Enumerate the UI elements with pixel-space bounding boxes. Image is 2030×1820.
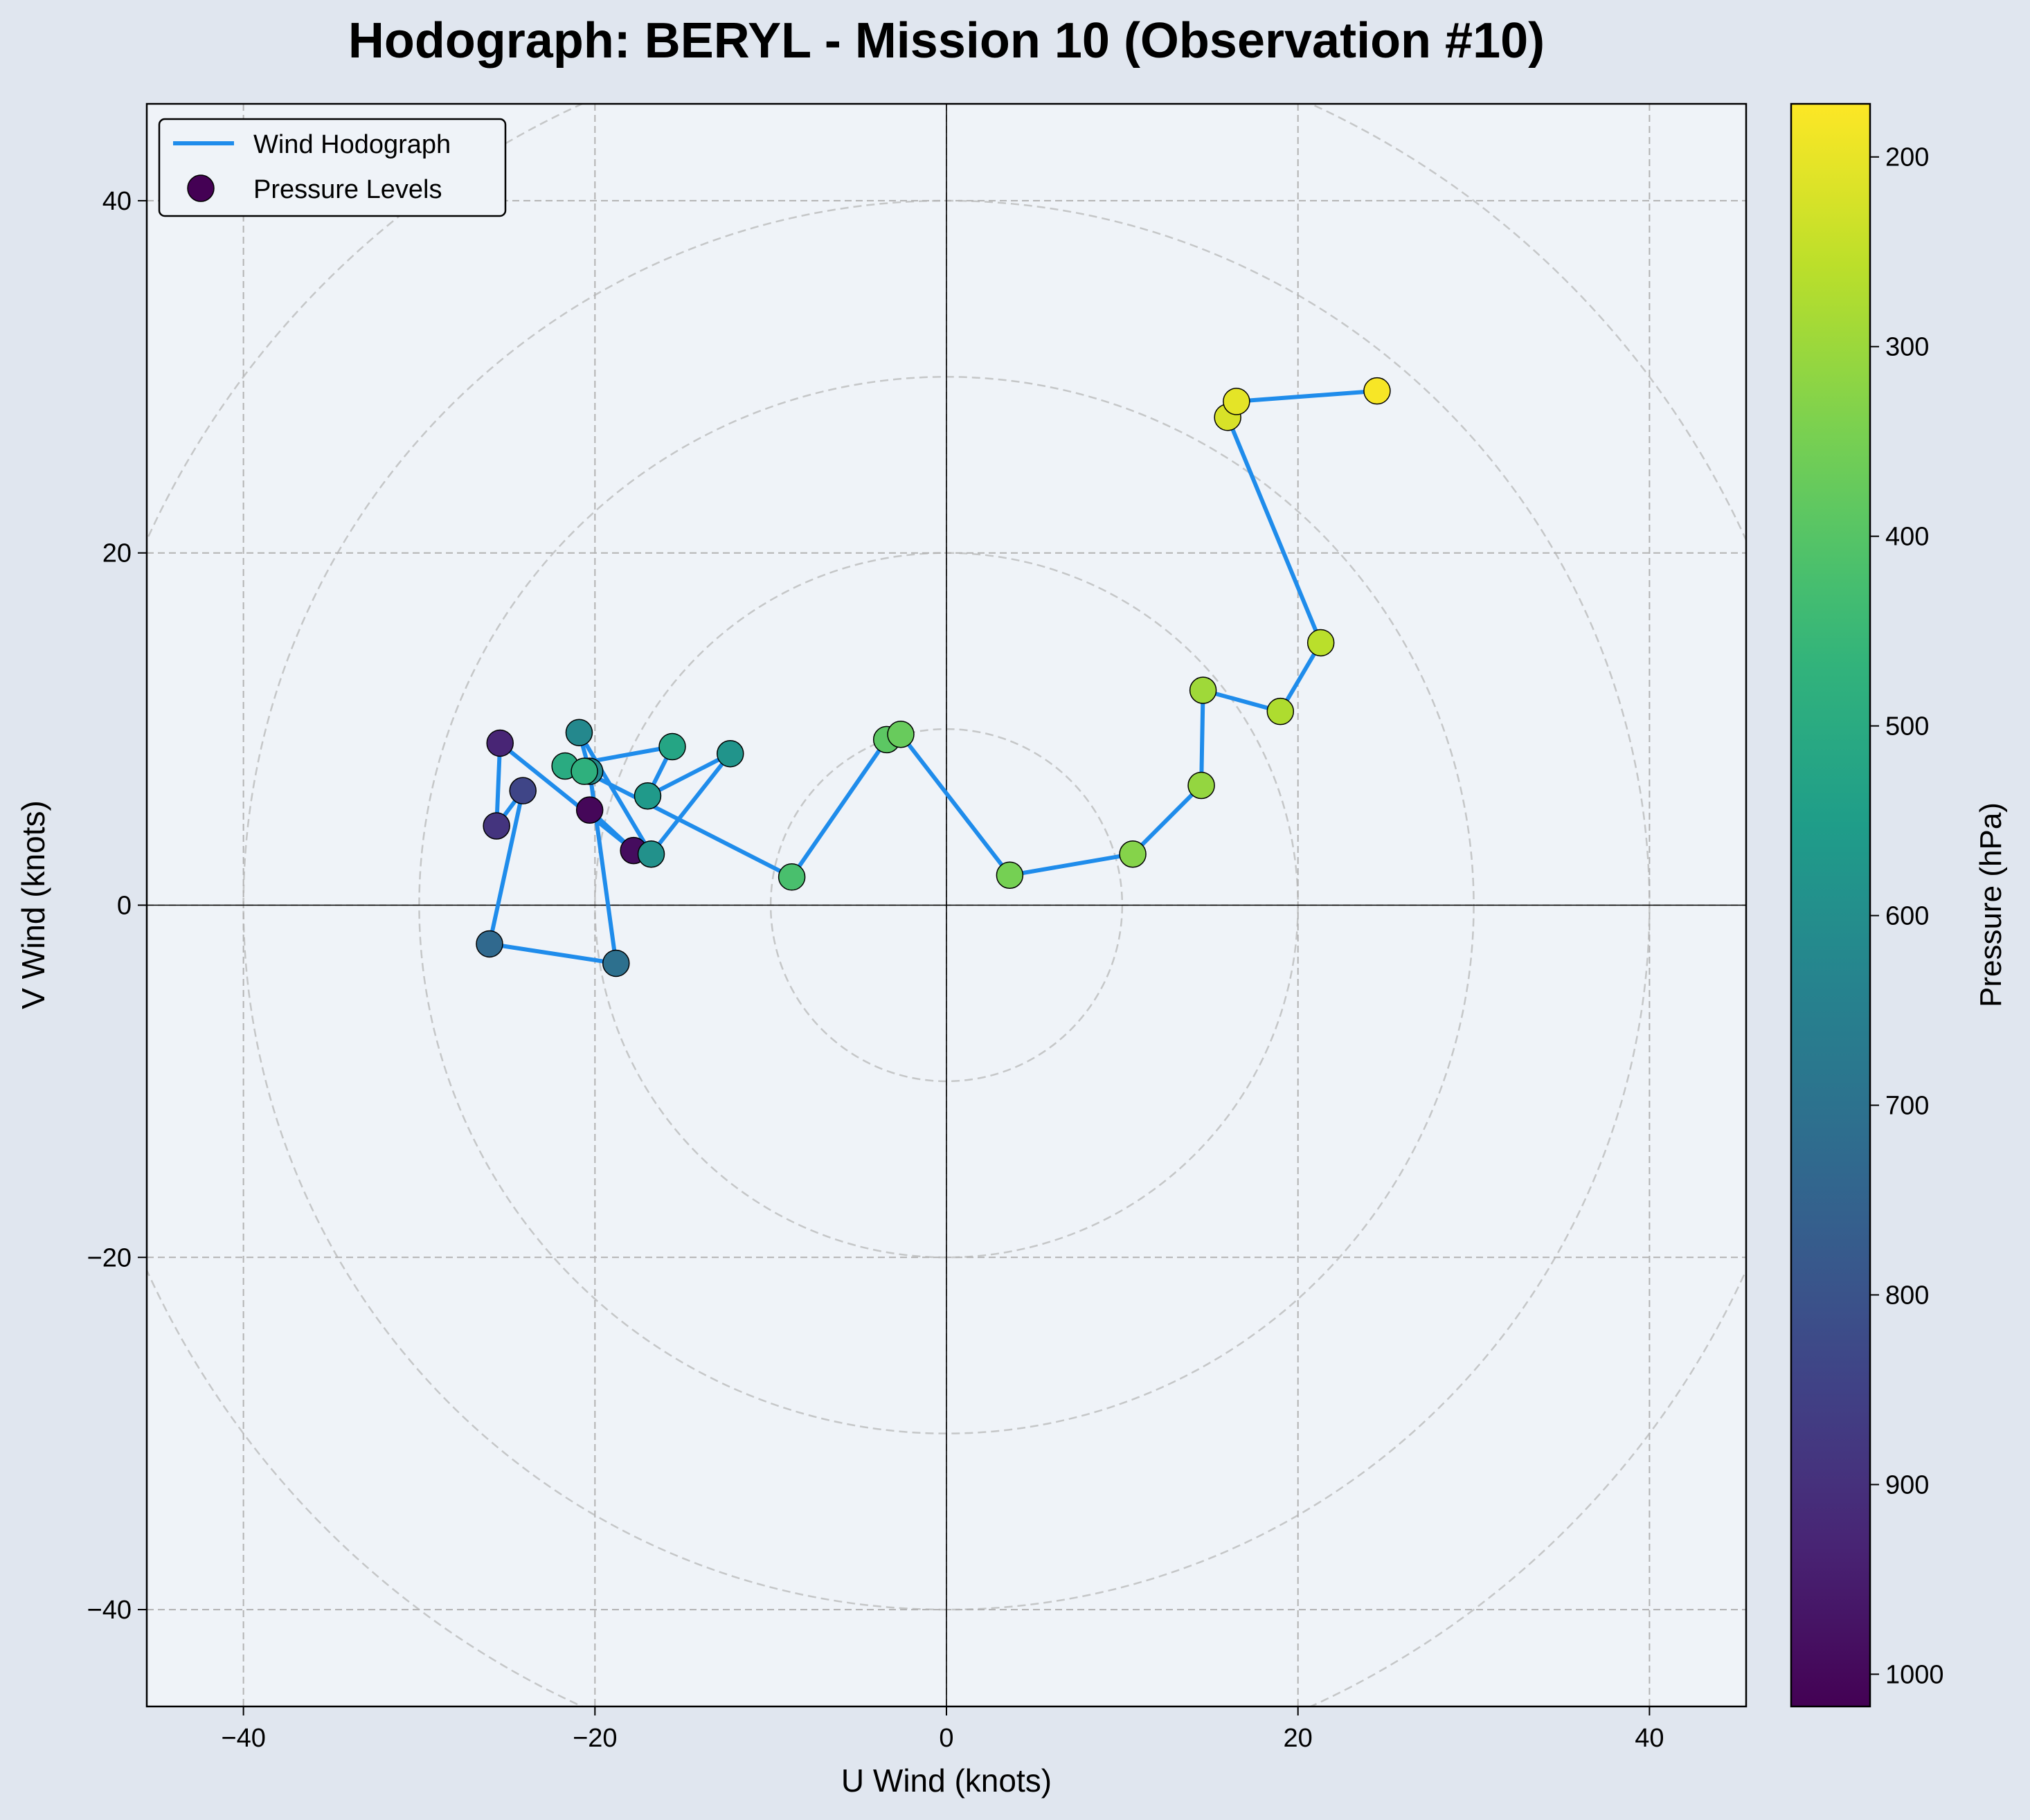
- colorbar-tick-label: 200: [1885, 143, 1929, 172]
- pressure-level-point: [509, 777, 537, 804]
- y-tick-label: −20: [87, 1243, 132, 1272]
- legend: Wind Hodograph Pressure Levels: [158, 118, 507, 217]
- zero-axes: [147, 104, 1746, 1706]
- pressure-level-point: [476, 930, 503, 958]
- chart-title: Hodograph: BERYL - Mission 10 (Observati…: [348, 13, 1545, 69]
- y-axis-ticks: −40 −20 0 20 40: [87, 187, 147, 1625]
- colorbar-tick-label: 800: [1885, 1281, 1929, 1310]
- y-tick-label: 0: [117, 892, 132, 921]
- y-tick-label: 20: [102, 539, 132, 568]
- pressure-level-point: [1363, 377, 1391, 405]
- pressure-level-point: [575, 796, 604, 824]
- colorbar-ticks: 200 300 400 500 600 700 800 900 1000: [1870, 143, 1944, 1689]
- colorbar-tick-label: 1000: [1885, 1660, 1944, 1689]
- pressure-level-point: [887, 720, 915, 748]
- pressure-level-point: [1223, 388, 1250, 415]
- colorbar: [1790, 102, 1871, 1708]
- y-tick-label: −40: [87, 1596, 132, 1625]
- pressure-level-point: [778, 863, 806, 891]
- pressure-level-point: [602, 949, 630, 977]
- colorbar-tick-label: 300: [1885, 333, 1929, 362]
- legend-box: [158, 118, 507, 217]
- pressure-level-point: [1119, 840, 1147, 868]
- pressure-level-point: [1306, 629, 1335, 657]
- x-tick-label: −40: [221, 1724, 265, 1753]
- pressure-level-point: [634, 782, 662, 810]
- x-tick-label: 0: [939, 1724, 953, 1753]
- legend-entry-pressure-levels: Pressure Levels: [253, 175, 442, 204]
- pressure-level-point: [1187, 771, 1215, 800]
- x-tick-label: 20: [1284, 1724, 1313, 1753]
- pressure-level-point: [571, 757, 598, 785]
- y-axis-label: V Wind (knots): [15, 800, 51, 1009]
- x-tick-label: −20: [573, 1724, 617, 1753]
- pressure-level-point: [486, 729, 514, 757]
- x-axis-label: U Wind (knots): [841, 1763, 1052, 1799]
- colorbar-tick-label: 400: [1885, 523, 1929, 552]
- y-tick-label: 40: [102, 187, 132, 216]
- colorbar-label: Pressure (hPa): [1974, 802, 2008, 1007]
- legend-entry-wind-hodograph: Wind Hodograph: [253, 130, 451, 159]
- colorbar-tick-label: 900: [1885, 1470, 1929, 1499]
- x-tick-label: 40: [1635, 1724, 1664, 1753]
- pressure-level-point: [637, 840, 665, 868]
- colorbar-tick-label: 700: [1885, 1092, 1929, 1121]
- pressure-level-point: [717, 739, 744, 768]
- legend-point-swatch: [187, 174, 215, 202]
- pressure-level-point: [1189, 676, 1217, 704]
- pressure-level-point: [565, 719, 593, 746]
- colorbar-tick-label: 500: [1885, 712, 1929, 741]
- pressure-level-points: [476, 377, 1391, 977]
- pressure-level-point: [1266, 697, 1295, 726]
- pressure-level-point: [658, 732, 686, 761]
- x-axis-ticks: −40 −20 0 20 40: [221, 1706, 1664, 1753]
- colorbar-tick-label: 600: [1885, 902, 1929, 931]
- pressure-level-point: [483, 812, 510, 840]
- pressure-level-point: [996, 861, 1024, 890]
